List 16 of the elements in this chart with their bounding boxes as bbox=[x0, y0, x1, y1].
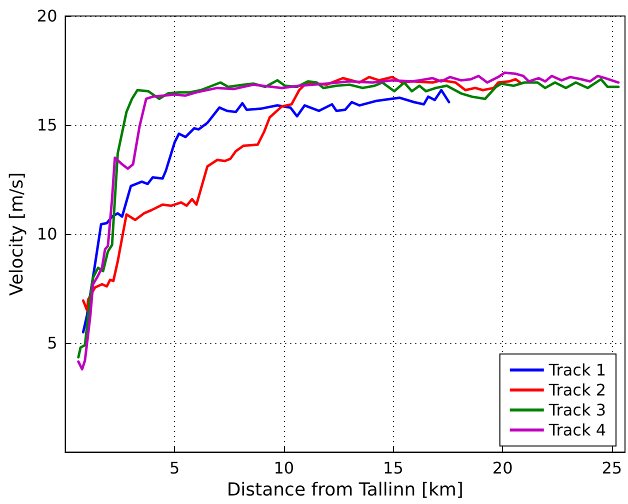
x-axis-title: Distance from Tallinn [km] bbox=[226, 480, 464, 500]
y-tick-label: 10 bbox=[36, 224, 58, 244]
y-axis-title: Velocity [m/s] bbox=[6, 172, 28, 296]
x-tick-label: 25 bbox=[602, 458, 622, 478]
legend-label: Track 3 bbox=[548, 400, 606, 420]
legend-label: Track 2 bbox=[548, 380, 606, 400]
x-tick-label: 10 bbox=[274, 458, 294, 478]
line-series bbox=[82, 88, 450, 334]
y-tick-label: 20 bbox=[36, 6, 58, 26]
x-tick-label: 20 bbox=[492, 458, 513, 478]
x-tick-label: 15 bbox=[383, 458, 404, 478]
legend-label: Track 1 bbox=[548, 360, 606, 380]
legend-label: Track 4 bbox=[548, 420, 606, 440]
y-tick-label: 5 bbox=[47, 334, 58, 353]
y-tick-label: 15 bbox=[36, 116, 58, 135]
x-tick-label: 5 bbox=[169, 458, 180, 478]
